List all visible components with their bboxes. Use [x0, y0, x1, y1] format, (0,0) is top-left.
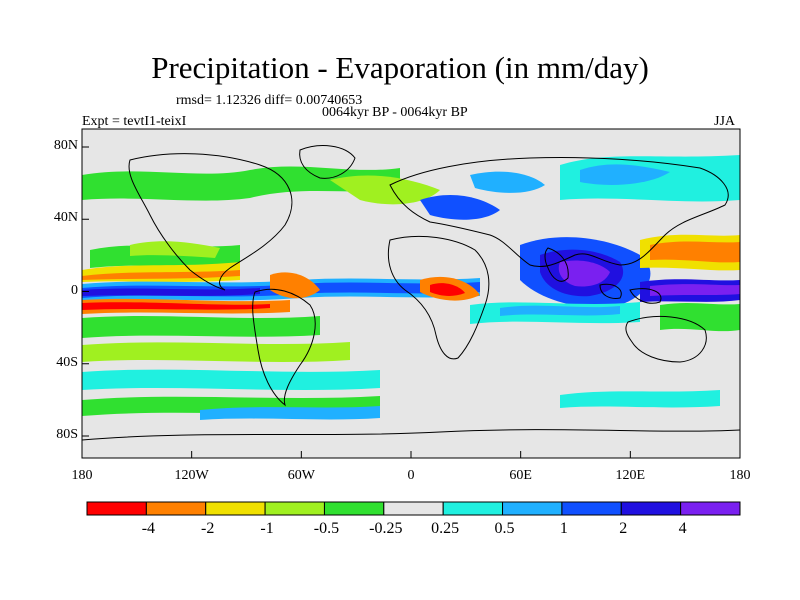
- lon-tick-marks: [81, 451, 741, 458]
- colorbar-swatch: [264, 501, 325, 516]
- colorbar-swatch: [205, 501, 266, 516]
- colorbar-label: -0.5: [313, 520, 340, 537]
- colorbar-swatch: [502, 501, 563, 516]
- colorbar-swatch: [680, 501, 741, 516]
- lon-tick-label: 120E: [615, 468, 646, 483]
- colorbar-swatch: [145, 501, 207, 516]
- lat-tick-marks: [82, 146, 89, 437]
- lon-tick-label: 0: [407, 468, 415, 483]
- coastlines: [82, 145, 740, 441]
- colorbar-swatch: [383, 501, 444, 516]
- colorbar-swatch: [86, 501, 147, 516]
- colorbar-swatch: [323, 501, 385, 516]
- lat-tick-label: 0: [71, 282, 78, 298]
- colorbar-swatch: [620, 501, 682, 516]
- lat-tick-label: 40N: [53, 210, 78, 226]
- lon-tick-label: 180: [729, 468, 751, 483]
- lon-tick-label: 120W: [174, 468, 209, 483]
- lat-tick-label: 80N: [53, 138, 78, 153]
- colorbar-label: -4: [141, 520, 156, 537]
- lon-tick-label: 180: [71, 468, 93, 483]
- colorbar-label: 4: [678, 520, 687, 537]
- colorbar-label: 1: [559, 520, 568, 537]
- season-label: JJA: [714, 114, 736, 129]
- experiment-label: Expt = tevtI1-teixI: [82, 114, 187, 129]
- period-label: 0064kyr BP - 0064kyr BP: [322, 105, 468, 120]
- chart-title: Precipitation - Evaporation (in mm/day): [151, 50, 649, 85]
- colorbar-label: 2: [619, 520, 628, 537]
- colorbar-label: -0.25: [369, 520, 403, 537]
- colorbar-label: -2: [201, 520, 215, 537]
- colorbar: [86, 501, 741, 516]
- colorbar-swatch: [561, 501, 622, 516]
- map-field: [82, 129, 740, 458]
- lon-tick-label: 60W: [287, 468, 315, 483]
- stats-line: rmsd= 1.12326 diff= 0.00740653: [176, 93, 363, 108]
- lat-tick-label: 40S: [56, 354, 78, 370]
- colorbar-label: 0.5: [494, 520, 515, 537]
- colorbar-label: -1: [260, 520, 274, 537]
- colorbar-swatch: [442, 501, 504, 516]
- colorbar-label: 0.25: [431, 520, 460, 537]
- lat-tick-label: 80S: [56, 427, 78, 442]
- lon-tick-label: 60E: [509, 468, 532, 483]
